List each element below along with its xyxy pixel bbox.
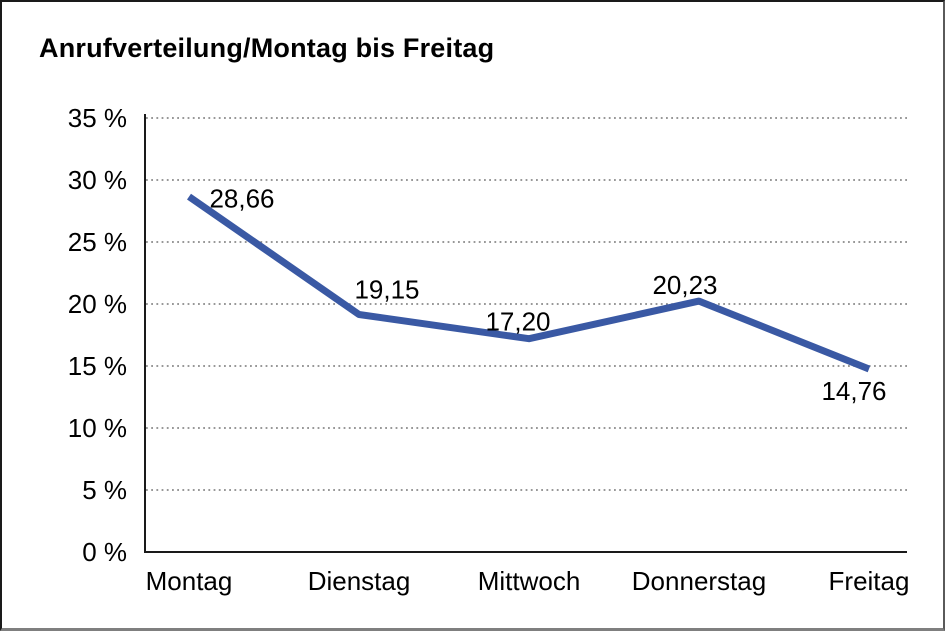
y-tick-label: 5 %: [82, 475, 127, 505]
y-tick-label: 10 %: [68, 413, 127, 443]
x-category-label: Montag: [146, 566, 233, 596]
x-category-label: Mittwoch: [478, 566, 581, 596]
y-tick-label: 15 %: [68, 351, 127, 381]
data-point-label: 19,15: [354, 275, 419, 305]
data-point-label: 17,20: [485, 307, 550, 337]
data-point-label: 14,76: [821, 376, 886, 406]
y-tick-label: 35 %: [68, 103, 127, 133]
y-tick-label: 20 %: [68, 289, 127, 319]
y-tick-label: 25 %: [68, 227, 127, 257]
data-series-line: [187, 193, 871, 373]
y-tick-label: 30 %: [68, 165, 127, 195]
x-category-label: Donnerstag: [632, 566, 766, 596]
x-category-label: Freitag: [829, 566, 910, 596]
data-point-label: 20,23: [652, 270, 717, 300]
chart-title: Anrufverteilung/Montag bis Freitag: [39, 33, 495, 63]
data-point-label: 28,66: [209, 184, 274, 214]
y-tick-label: 0 %: [82, 537, 127, 567]
x-category-label: Dienstag: [308, 566, 411, 596]
